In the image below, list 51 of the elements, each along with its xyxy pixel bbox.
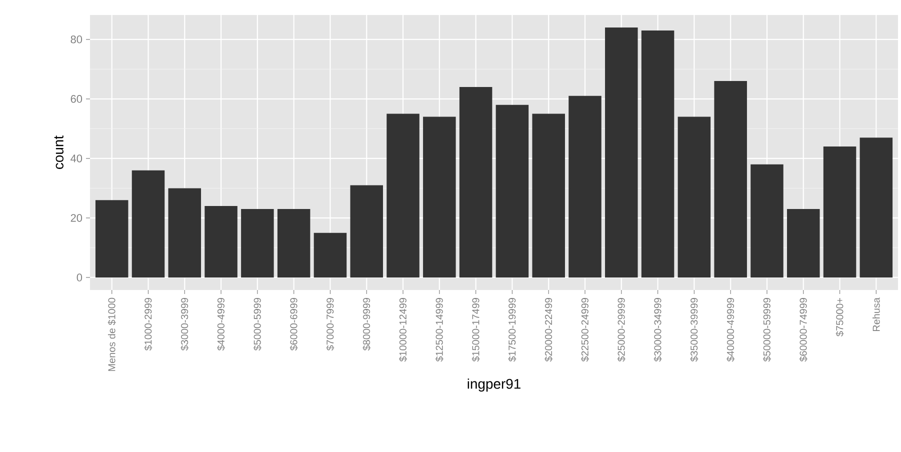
- bar: [350, 185, 383, 278]
- bar: [95, 200, 128, 278]
- x-tick-label: Rehusa: [872, 298, 880, 332]
- bar: [386, 114, 420, 278]
- x-tick-label: $35000-39999: [690, 298, 698, 362]
- x-tick-label: $6000-6999: [290, 298, 298, 351]
- bar: [787, 209, 820, 278]
- y-axis-title: count: [54, 136, 64, 169]
- bar: [860, 138, 893, 278]
- x-tick-label: $7000-7999: [326, 298, 334, 351]
- bar: [132, 170, 165, 278]
- x-tick-label: $50000-59999: [762, 298, 772, 362]
- y-tick-label: 0: [76, 274, 82, 282]
- bar: [459, 87, 492, 278]
- bar: [605, 27, 638, 278]
- x-tick-label: $60000-74999: [799, 298, 808, 362]
- bar: [277, 209, 310, 278]
- bar: [532, 114, 565, 278]
- bar: [641, 30, 674, 278]
- bar: [568, 96, 602, 278]
- bar: [423, 116, 456, 278]
- x-tick-label: $3000-3999: [180, 298, 189, 351]
- x-tick-label: $30000-34999: [654, 298, 662, 362]
- y-tick-label: 60: [70, 95, 82, 103]
- x-tick-label: $1000-2999: [144, 298, 152, 351]
- x-tick-label: $5000-5999: [253, 298, 262, 351]
- x-tick-label: $75000+: [836, 298, 844, 336]
- x-tick-label: Menos de $1000: [108, 298, 116, 371]
- bar: [714, 81, 747, 278]
- bar: [241, 209, 274, 278]
- bar: [314, 232, 347, 278]
- x-tick-label: $40000-49999: [726, 298, 735, 362]
- bar: [496, 104, 529, 278]
- x-tick-label: $4000-4999: [217, 298, 226, 351]
- bar: [678, 116, 711, 278]
- y-tick-label: 80: [70, 36, 82, 44]
- x-axis-title: ingper91: [468, 378, 520, 392]
- bar: [168, 188, 202, 278]
- x-tick-label: $22500-24999: [580, 298, 590, 362]
- y-tick-label: 20: [70, 214, 82, 222]
- bar: [204, 206, 238, 278]
- x-tick-label: $15000-17499: [472, 298, 480, 362]
- bar: [823, 146, 856, 278]
- x-tick-label: $17500-19999: [508, 298, 516, 362]
- x-tick-label: $20000-22499: [544, 298, 553, 362]
- bar: [750, 164, 784, 278]
- x-tick-label: $12500-14999: [435, 298, 444, 362]
- x-tick-label: $8000-9999: [362, 298, 371, 351]
- x-tick-label: $10000-12499: [398, 298, 408, 362]
- x-tick-label: $25000-29999: [617, 298, 626, 362]
- y-tick-label: 40: [70, 154, 82, 162]
